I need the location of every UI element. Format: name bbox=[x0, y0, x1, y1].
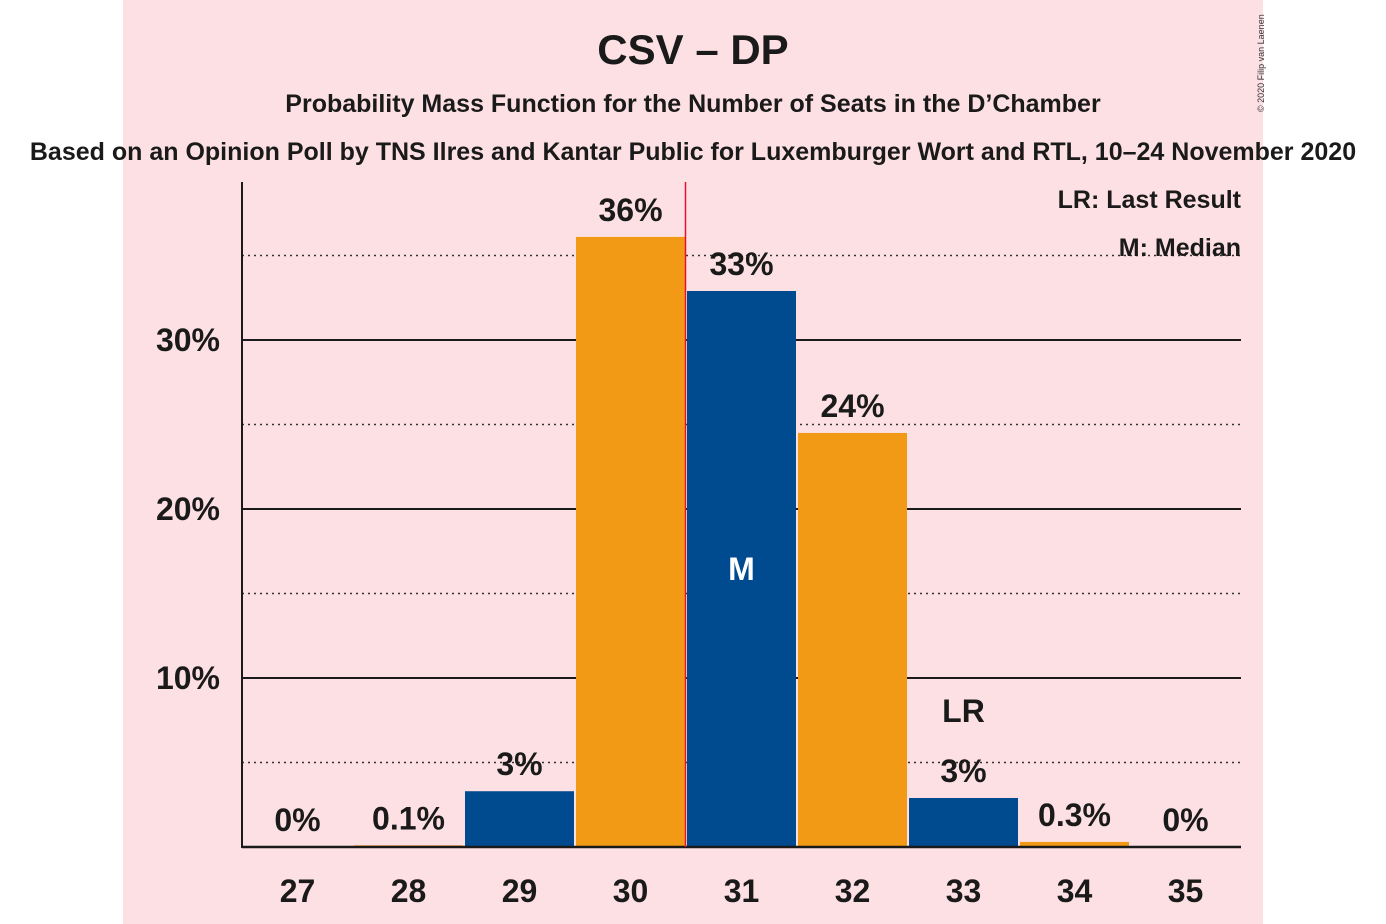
value-label-28: 0.1% bbox=[372, 800, 445, 836]
bar-32 bbox=[798, 432, 907, 847]
last-result-marker: LR bbox=[942, 693, 985, 729]
value-label-31: 33% bbox=[709, 246, 773, 282]
bar-34 bbox=[1020, 841, 1129, 847]
x-tick-label-35: 35 bbox=[1168, 873, 1204, 909]
bar-30 bbox=[576, 236, 685, 847]
value-label-30: 36% bbox=[598, 192, 662, 228]
chart-title: CSV – DP bbox=[597, 26, 789, 73]
chart-subtitle: Probability Mass Function for the Number… bbox=[285, 90, 1101, 118]
bar-31 bbox=[687, 290, 796, 847]
chart-source: Based on an Opinion Poll by TNS Ilres an… bbox=[29, 138, 1357, 166]
median-marker: M bbox=[728, 551, 755, 587]
x-tick-label-27: 27 bbox=[280, 873, 316, 909]
x-tick-label-32: 32 bbox=[835, 873, 871, 909]
x-tick-label-30: 30 bbox=[613, 873, 649, 909]
y-tick-label: 20% bbox=[156, 491, 220, 527]
legend-last-result: LR: Last Result bbox=[1057, 186, 1241, 214]
bar-33 bbox=[909, 797, 1018, 847]
value-label-27: 0% bbox=[274, 802, 320, 838]
y-tick-label: 10% bbox=[156, 660, 220, 696]
value-label-35: 0% bbox=[1162, 802, 1208, 838]
x-tick-label-28: 28 bbox=[391, 873, 427, 909]
x-tick-label-31: 31 bbox=[724, 873, 760, 909]
value-label-34: 0.3% bbox=[1038, 797, 1111, 833]
x-tick-label-34: 34 bbox=[1057, 873, 1093, 909]
x-tick-label-33: 33 bbox=[946, 873, 982, 909]
value-label-33: 3% bbox=[940, 753, 986, 789]
value-label-32: 24% bbox=[820, 388, 884, 424]
value-label-29: 3% bbox=[496, 746, 542, 782]
bar-29 bbox=[465, 791, 574, 847]
y-tick-label: 30% bbox=[156, 322, 220, 358]
x-tick-label-29: 29 bbox=[502, 873, 538, 909]
legend-median: M: Median bbox=[1118, 234, 1241, 262]
